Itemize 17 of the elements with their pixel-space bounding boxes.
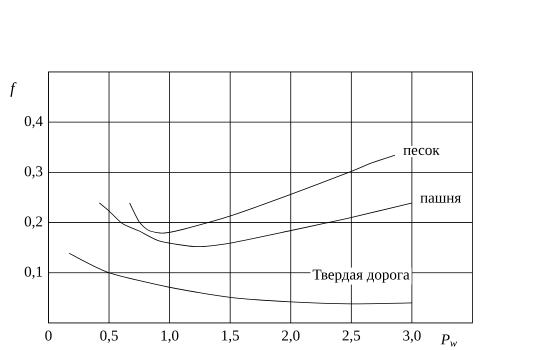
series-label: пашня [420, 196, 461, 203]
x-tick-label: 1,5 [222, 330, 239, 343]
x-tick-label: 0,5 [100, 330, 118, 343]
x-tick-label: 0 [45, 330, 52, 341]
y-tick-label: 0,4 [24, 116, 43, 128]
y-tick-label: 0,1 [24, 266, 42, 279]
series-label: Твердая дорога [312, 270, 410, 283]
x-tick-label: 3,0 [403, 330, 421, 343]
x-tick-label: 2,0 [282, 330, 300, 343]
x-tick-label: 1,0 [162, 330, 178, 343]
series-label: песок [403, 148, 440, 156]
line-series [129, 154, 396, 234]
y-tick-label: 0,2 [24, 216, 42, 229]
x-axis-title: P$_{w}$ [440, 334, 457, 347]
y-tick-label: 0,3 [24, 166, 42, 179]
x-tick-label: 2,5 [342, 330, 360, 343]
y-axis-title: f [10, 82, 17, 97]
